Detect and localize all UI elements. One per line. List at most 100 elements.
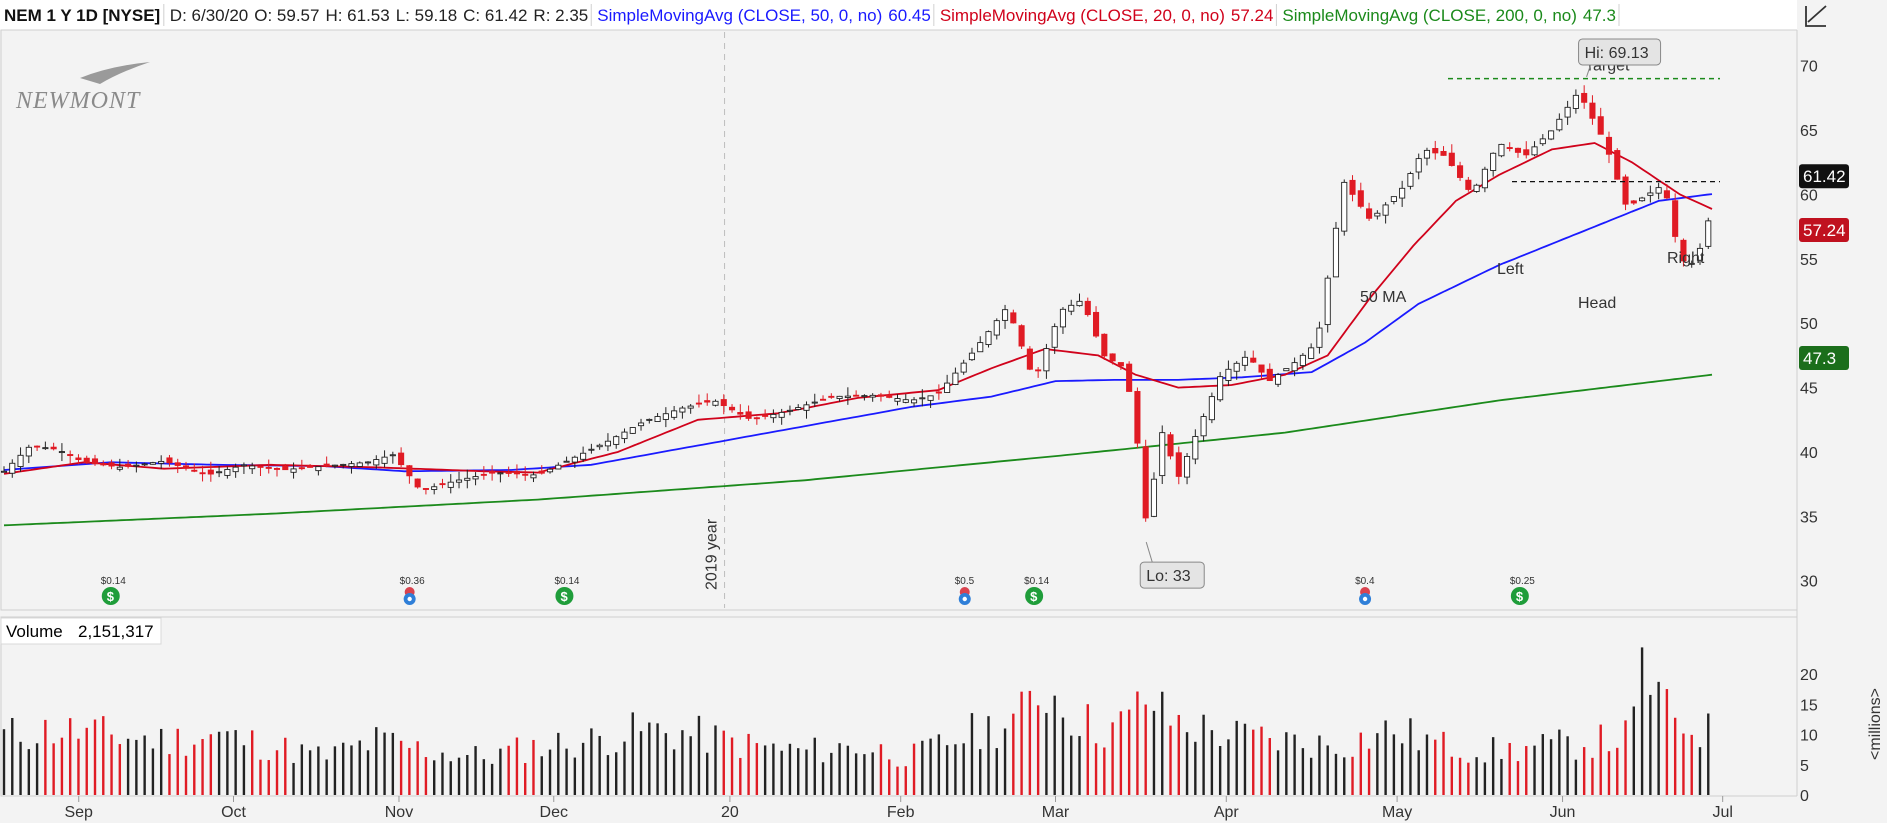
candle xyxy=(480,473,487,476)
candle xyxy=(1026,348,1033,370)
volume-bar xyxy=(1012,713,1015,795)
volume-bar xyxy=(648,722,651,795)
volume-bar xyxy=(1566,736,1569,795)
candle xyxy=(364,461,372,464)
ohlc-c: C: 61.42 xyxy=(463,6,527,25)
candle xyxy=(439,483,446,486)
candle xyxy=(1266,368,1273,382)
candle xyxy=(224,469,231,476)
candle xyxy=(563,460,570,463)
candle xyxy=(298,467,305,470)
candle xyxy=(1589,102,1596,119)
price-tick-30: 30 xyxy=(1800,574,1818,591)
time-label-Feb: Feb xyxy=(887,804,915,821)
volume-bar xyxy=(854,753,858,795)
candle xyxy=(853,394,860,397)
volume-bar xyxy=(615,752,618,795)
lo-callout-label: Lo: 33 xyxy=(1146,568,1191,585)
dividend-icon xyxy=(555,587,574,605)
candle xyxy=(191,469,198,472)
logo-text: NEWMONT xyxy=(15,88,141,114)
volume-bar xyxy=(259,759,262,795)
volume-bar xyxy=(581,742,585,795)
candle xyxy=(307,465,314,468)
candle xyxy=(1200,416,1207,437)
candle xyxy=(935,391,942,394)
volume-bar xyxy=(308,750,312,795)
header-bar xyxy=(0,0,1887,30)
candle xyxy=(571,456,578,463)
candle xyxy=(555,464,562,470)
hi-callout-box xyxy=(1578,38,1662,66)
right-shoulder-label: Right xyxy=(1667,250,1705,267)
volume-bar xyxy=(466,754,469,795)
symbol-label: NEM 1 Y 1D [NYSE] xyxy=(4,6,160,25)
volume-bar xyxy=(118,744,122,795)
volume-bar xyxy=(1450,756,1453,795)
candle xyxy=(1531,146,1538,156)
volume-bar xyxy=(1202,714,1205,795)
volume-bar xyxy=(888,759,891,795)
price-tick-35: 35 xyxy=(1800,509,1818,526)
candle xyxy=(538,470,545,474)
volume-bar xyxy=(217,731,221,795)
candle xyxy=(819,398,827,401)
candle xyxy=(166,457,173,464)
candle xyxy=(0,470,8,473)
volume-bar xyxy=(1144,704,1147,795)
volume-bar xyxy=(706,752,709,795)
candle xyxy=(1614,150,1621,180)
volume-bar xyxy=(1434,739,1437,795)
candle xyxy=(522,473,529,476)
candle xyxy=(1084,300,1091,316)
volume-bar xyxy=(391,732,395,795)
volume-bar xyxy=(325,759,328,795)
volume-tick-0: 0 xyxy=(1800,788,1809,805)
candle xyxy=(695,402,702,405)
volume-bar xyxy=(995,748,998,795)
volume-bar xyxy=(672,749,676,795)
candle xyxy=(158,460,165,464)
candle xyxy=(58,451,65,454)
volume-bar xyxy=(159,728,163,795)
volume-bar xyxy=(722,730,725,795)
candle xyxy=(712,400,719,406)
candle xyxy=(786,409,793,412)
drawing-tool-icon[interactable] xyxy=(1805,5,1827,27)
volume-bar xyxy=(1070,735,1073,795)
volume-bar xyxy=(1103,747,1106,795)
volume-panel[interactable] xyxy=(0,616,1798,797)
candle xyxy=(331,464,338,467)
event-marker-label-1: $0.36 xyxy=(400,576,425,587)
candle xyxy=(50,446,57,450)
volume-bar xyxy=(1640,647,1644,795)
volume-bar xyxy=(201,739,204,795)
candle xyxy=(1192,436,1199,460)
price-tick-60: 60 xyxy=(1800,187,1818,204)
candle xyxy=(985,331,992,346)
event-marker-label-2: $0.14 xyxy=(554,576,579,587)
volume-bar xyxy=(681,730,684,795)
candle xyxy=(637,422,645,427)
candle xyxy=(1109,353,1116,362)
volume-bar xyxy=(1161,691,1164,795)
volume-bar xyxy=(1500,758,1503,795)
candle xyxy=(1605,136,1613,155)
volume-bar xyxy=(1657,681,1660,795)
volume-bar xyxy=(85,727,88,795)
volume-bar xyxy=(375,727,378,795)
volume-tick-10: 10 xyxy=(1800,728,1818,745)
price-panel[interactable] xyxy=(0,29,1798,611)
volume-bar xyxy=(747,733,750,795)
time-axis: Sep Oct Nov Dec 20 Feb Mar Apr May Jun Jul xyxy=(64,796,1733,821)
candle xyxy=(580,452,587,460)
candle xyxy=(944,382,951,393)
volume-bar xyxy=(1053,695,1056,795)
candle xyxy=(1349,179,1356,195)
volume-bar xyxy=(1425,734,1429,795)
dividend-icon-glyph: $ xyxy=(1030,589,1038,604)
volume-bar xyxy=(358,740,361,795)
volume-bar xyxy=(979,749,982,795)
volume-bar xyxy=(1227,739,1230,795)
